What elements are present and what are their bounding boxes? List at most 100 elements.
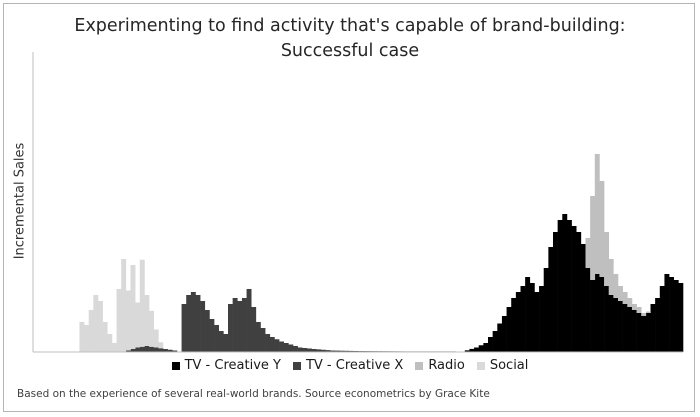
series-tv-creative-y xyxy=(464,214,684,352)
bar-mark xyxy=(195,295,201,352)
bar-mark xyxy=(543,268,549,352)
legend-label: Radio xyxy=(428,358,465,373)
bar-mark xyxy=(627,307,633,352)
chart-title: Experimenting to find activity that's ca… xyxy=(0,14,700,64)
bar-mark xyxy=(293,346,298,352)
bar-mark xyxy=(492,331,498,352)
legend-label: TV - Creative Y xyxy=(184,358,281,373)
bar-mark xyxy=(204,310,210,352)
bar-mark xyxy=(627,298,633,307)
bar-mark xyxy=(631,310,637,352)
bar-mark xyxy=(566,220,572,352)
legend-item: TV - Creative Y xyxy=(171,358,281,373)
bar-mark xyxy=(650,304,656,352)
bar-mark xyxy=(604,232,610,286)
series-social xyxy=(79,259,164,352)
bar-mark xyxy=(186,295,192,352)
series-tv-creative-x xyxy=(125,289,475,353)
bar-mark xyxy=(144,346,150,352)
bar-mark xyxy=(316,349,322,353)
bar-mark xyxy=(488,337,493,352)
bar-mark xyxy=(548,247,554,352)
bar-mark xyxy=(534,292,540,352)
bar-mark xyxy=(580,244,586,352)
bar-mark xyxy=(246,289,252,352)
bar-mark xyxy=(241,298,247,352)
bar-mark xyxy=(608,295,614,352)
bar-mark xyxy=(594,274,600,352)
bar-mark xyxy=(144,295,150,346)
bar-mark xyxy=(320,349,326,352)
legend-swatch xyxy=(415,361,424,370)
bar-mark xyxy=(139,259,145,347)
bar-mark xyxy=(599,181,605,277)
footnote: Based on the experience of several real-… xyxy=(17,388,490,400)
bar-mark xyxy=(149,346,155,352)
bar-mark xyxy=(645,311,651,313)
legend-item: Social xyxy=(476,358,529,373)
chart-title-line-1: Experimenting to find activity that's ca… xyxy=(74,16,626,36)
bar-mark xyxy=(478,345,484,352)
bar-mark xyxy=(334,350,340,352)
bar-mark xyxy=(98,301,103,352)
bar-mark xyxy=(209,319,215,352)
bar-mark xyxy=(218,331,224,352)
bar-mark xyxy=(107,334,113,352)
bar-mark xyxy=(302,348,308,352)
legend-label: Social xyxy=(489,358,529,373)
bar-mark xyxy=(641,316,647,352)
bar-mark xyxy=(311,349,317,352)
bar-mark xyxy=(613,274,619,298)
bar-mark xyxy=(576,232,582,352)
bar-mark xyxy=(497,323,503,352)
bar-mark xyxy=(525,277,531,352)
bar-mark xyxy=(622,292,628,304)
bar-mark xyxy=(678,283,684,352)
bar-mark xyxy=(599,277,605,352)
bar-mark xyxy=(283,343,289,352)
series-radio xyxy=(585,154,651,316)
bar-mark xyxy=(339,350,345,352)
bar-mark xyxy=(167,349,173,352)
legend-swatch xyxy=(292,361,301,370)
bar-mark xyxy=(594,154,600,274)
bar-mark xyxy=(84,325,90,352)
bar-mark xyxy=(483,343,489,352)
bar-mark xyxy=(158,342,164,349)
bar-mark xyxy=(139,346,145,352)
bar-mark xyxy=(330,350,336,352)
bar-mark xyxy=(214,325,220,352)
bar-mark xyxy=(306,348,312,352)
bar-mark xyxy=(618,286,623,301)
bar-mark xyxy=(664,274,670,352)
bar-mark xyxy=(539,286,545,352)
bar-mark xyxy=(269,337,275,352)
bar-mark xyxy=(520,286,526,352)
bar-mark xyxy=(348,350,354,352)
bar-mark xyxy=(655,298,661,352)
bar-mark xyxy=(608,259,614,295)
bar-mark xyxy=(585,268,591,352)
bar-mark xyxy=(149,310,155,347)
bar-mark xyxy=(325,350,331,353)
bar-mark xyxy=(163,349,168,352)
bar-mark xyxy=(125,350,131,352)
bar-mark xyxy=(228,304,233,352)
bar-mark xyxy=(673,280,679,352)
bar-mark xyxy=(190,292,196,352)
bar-mark xyxy=(251,307,257,352)
bar-mark xyxy=(501,316,507,352)
bar-mark xyxy=(93,295,99,352)
bar-mark xyxy=(232,298,238,352)
bar-mark xyxy=(260,328,266,352)
bar-mark xyxy=(121,259,127,352)
bar-mark xyxy=(344,350,350,352)
bar-mark xyxy=(265,334,271,352)
bar-mark xyxy=(515,292,521,352)
legend-item: Radio xyxy=(415,358,465,373)
bar-mark xyxy=(474,347,480,352)
bar-mark xyxy=(464,350,470,352)
legend-swatch xyxy=(476,361,485,370)
bar-mark xyxy=(590,196,596,280)
